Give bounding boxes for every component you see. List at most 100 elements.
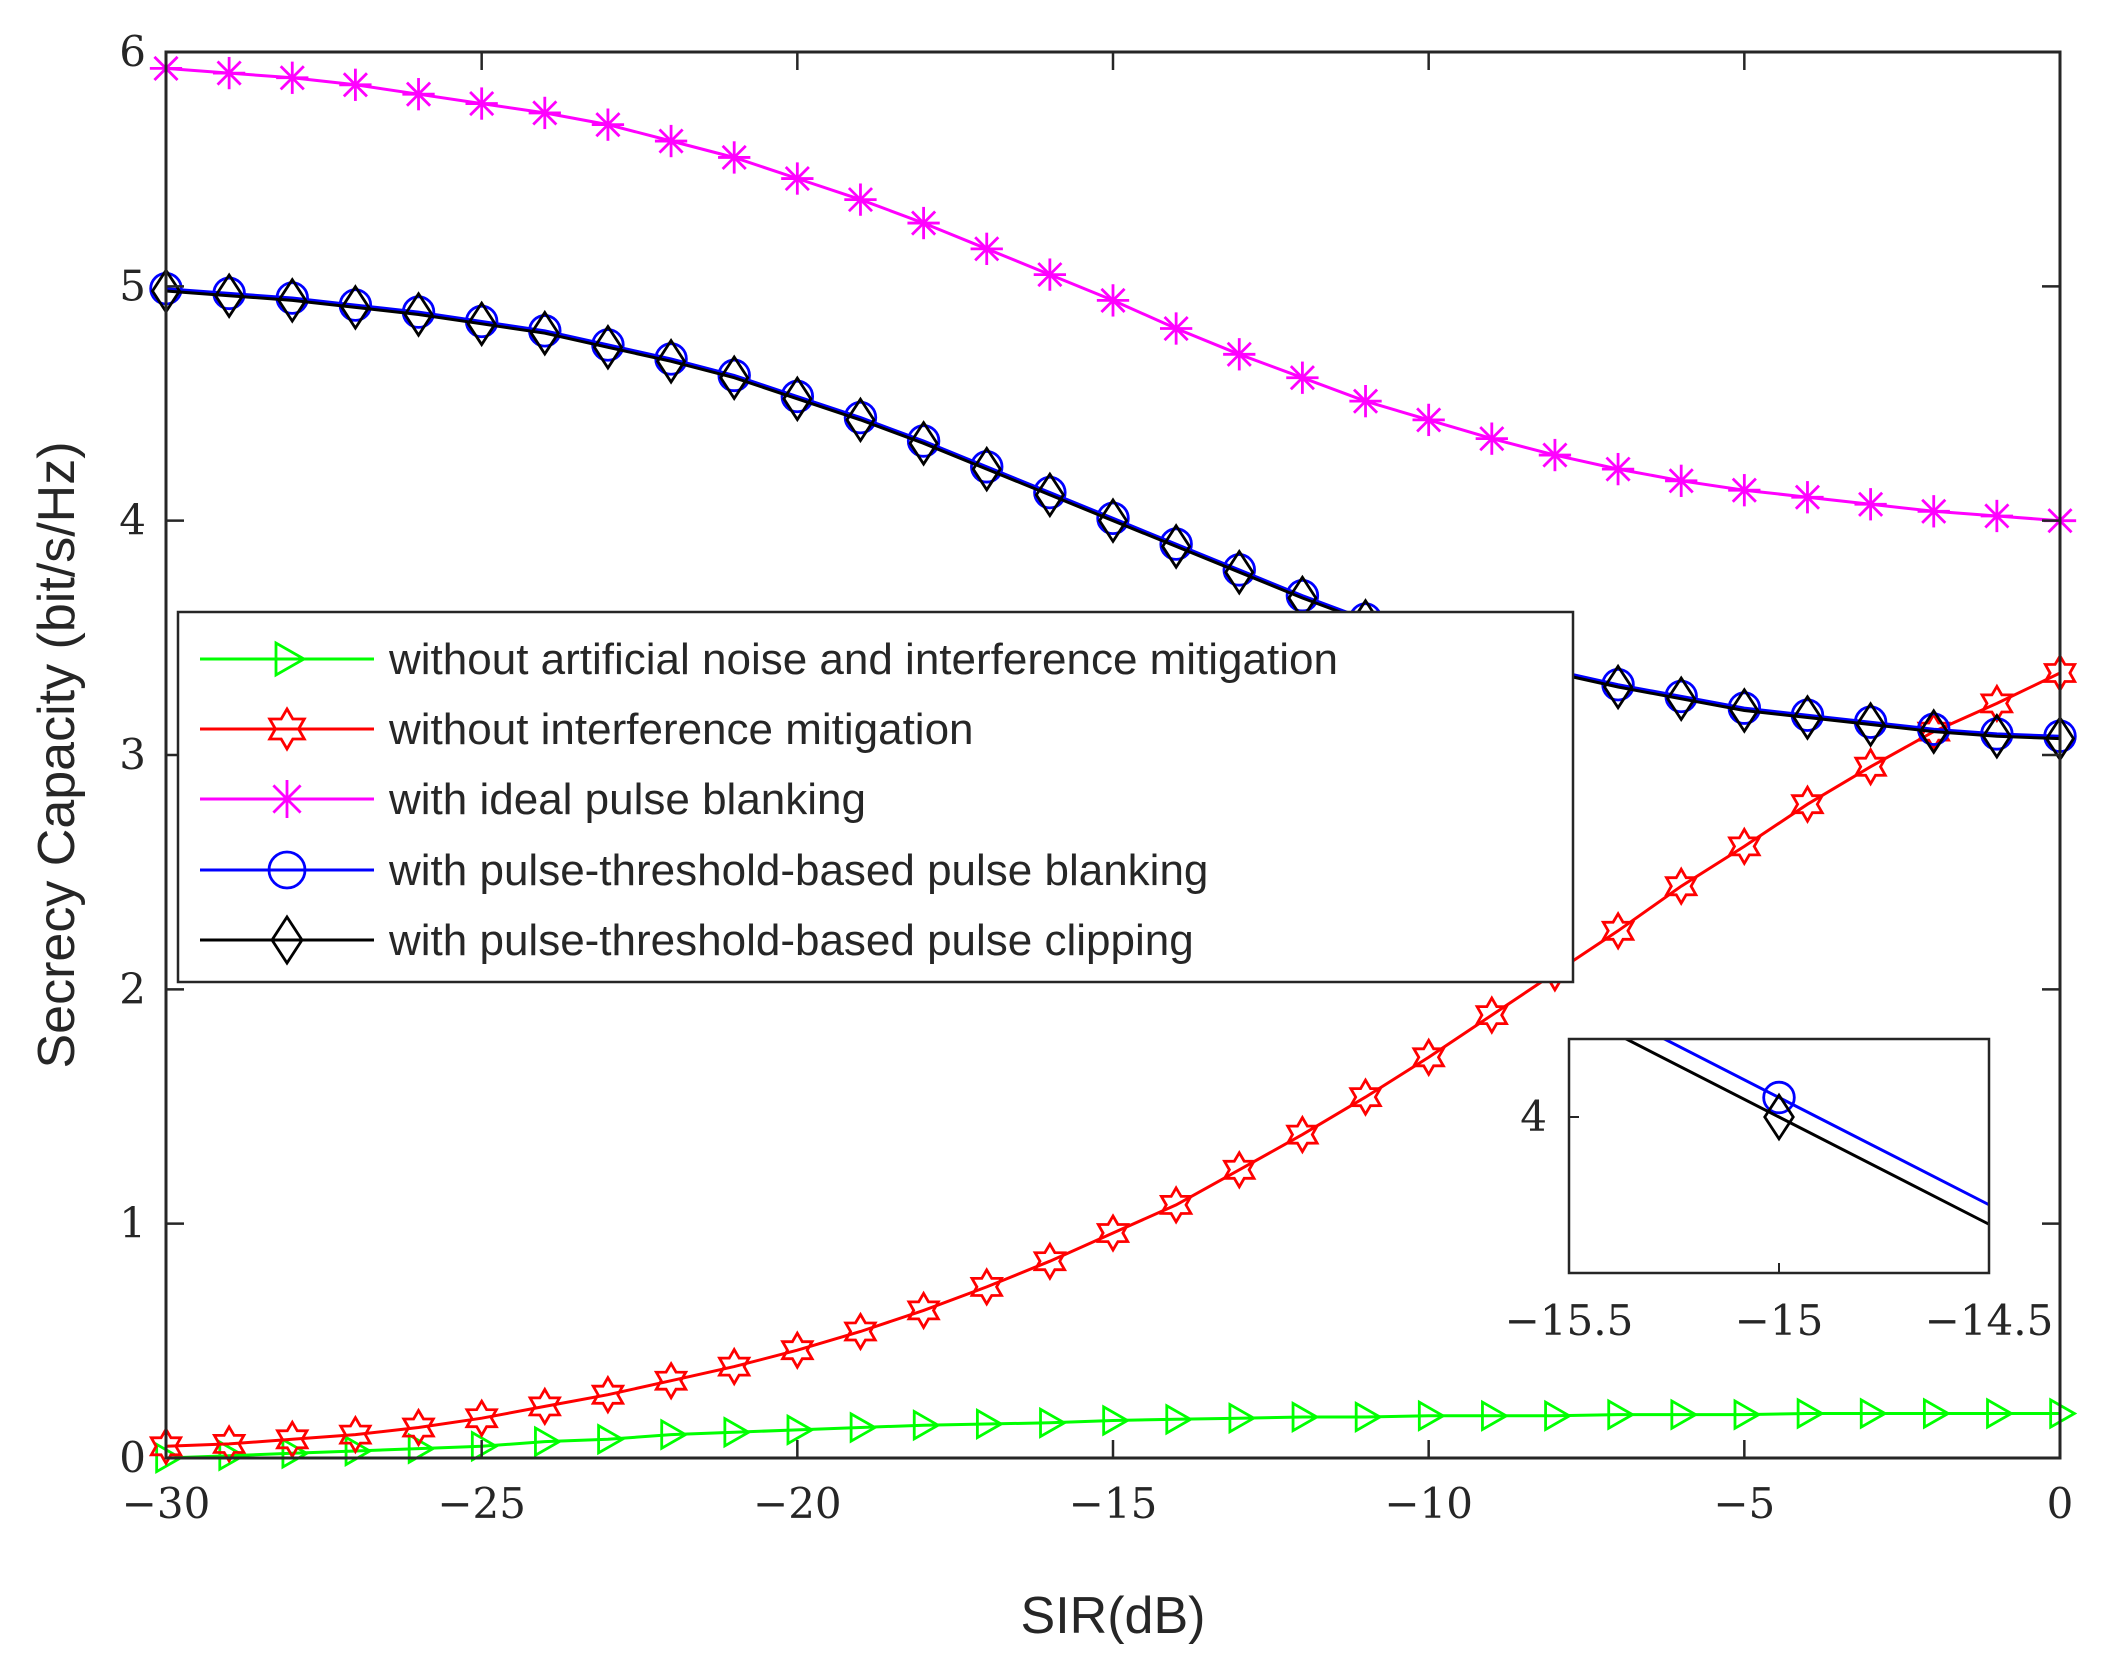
x-tick-label: −20 (753, 1479, 842, 1528)
data-point-with-ideal-pulse-blanking (718, 141, 751, 174)
inset-series-with-pulse-threshold-based-pulse-clipping (1622, 1039, 1989, 1226)
inset-point-with-pulse-threshold-based-pulse-clipping (1763, 1092, 1795, 1142)
data-point-with-pulse-threshold-based-pulse-blanking (1033, 475, 1067, 510)
data-point-without-artificial-noise-and-interference-mitigation (1796, 1397, 1825, 1430)
y-axis-label: Secrecy Capacity (bit/s/Hz) (28, 441, 86, 1068)
data-point-without-interference-mitigation (527, 1386, 562, 1427)
legend: without artificial noise and interferenc… (176, 610, 1575, 984)
data-point-with-ideal-pulse-blanking (591, 108, 625, 141)
data-point-without-artificial-noise-and-interference-mitigation (2049, 1397, 2078, 1430)
data-point-with-ideal-pulse-blanking (1791, 481, 1824, 514)
data-point-with-ideal-pulse-blanking (844, 183, 877, 216)
data-point-with-pulse-threshold-based-pulse-clipping (1602, 663, 1634, 711)
data-point-with-ideal-pulse-blanking (339, 68, 372, 101)
data-point-with-pulse-threshold-based-pulse-clipping (1666, 675, 1697, 723)
legend-label: with ideal pulse blanking (388, 775, 866, 824)
legend-label: without artificial noise and interferenc… (388, 635, 1338, 684)
data-point-with-ideal-pulse-blanking (465, 87, 498, 120)
data-point-with-ideal-pulse-blanking (1980, 499, 2014, 533)
legend-box (176, 610, 1575, 984)
data-point-with-pulse-threshold-based-pulse-clipping (592, 323, 624, 371)
legend-item-without-interference-mitigation: without interference mitigation (200, 705, 974, 754)
data-point-with-ideal-pulse-blanking (1854, 488, 1887, 521)
data-point-with-ideal-pulse-blanking (1728, 474, 1761, 507)
data-point-with-ideal-pulse-blanking (970, 232, 1003, 265)
data-point-without-interference-mitigation (1474, 995, 1509, 1035)
data-point-without-interference-mitigation (1664, 866, 1699, 906)
data-point-with-pulse-threshold-based-pulse-clipping (1855, 701, 1886, 748)
inset-axis-ticks: −15.5 −15 −14.5 4 (1505, 1092, 2054, 1345)
data-point-without-artificial-noise-and-interference-mitigation (470, 1430, 499, 1463)
data-point-without-interference-mitigation (1727, 826, 1762, 867)
data-point-with-pulse-threshold-based-pulse-clipping (1034, 471, 1066, 519)
data-point-without-artificial-noise-and-interference-mitigation (1417, 1399, 1446, 1432)
data-point-with-pulse-threshold-based-pulse-clipping (782, 375, 813, 423)
data-point-with-ideal-pulse-blanking (276, 61, 309, 94)
data-point-without-artificial-noise-and-interference-mitigation (723, 1416, 752, 1449)
data-point-with-pulse-threshold-based-pulse-clipping (1792, 694, 1823, 741)
data-point-with-pulse-threshold-based-pulse-blanking (1096, 501, 1130, 536)
main-axis-ticks: −30 −25 −20 −15 −10 −5 0 0 1 2 3 4 5 6 (119, 27, 2073, 1528)
data-point-with-pulse-threshold-based-pulse-clipping (466, 300, 497, 348)
data-point-with-pulse-threshold-based-pulse-blanking (1222, 553, 1256, 587)
legend-marker-diamond (270, 914, 304, 966)
data-point-without-interference-mitigation (969, 1267, 1004, 1307)
data-point-without-artificial-noise-and-interference-mitigation (1354, 1400, 1383, 1434)
data-point-with-pulse-threshold-based-pulse-blanking (717, 358, 751, 393)
data-point-with-pulse-threshold-based-pulse-clipping (403, 291, 434, 338)
data-point-with-ideal-pulse-blanking (1096, 284, 1130, 317)
data-point-without-artificial-noise-and-interference-mitigation (912, 1409, 941, 1442)
x-axis-label: SIR(dB) (1021, 1587, 1206, 1645)
data-point-with-ideal-pulse-blanking (1033, 258, 1067, 291)
y-tick-label: 5 (119, 261, 146, 310)
data-point-without-interference-mitigation (275, 1419, 310, 1460)
data-point-with-pulse-threshold-based-pulse-blanking (780, 379, 815, 414)
data-point-without-artificial-noise-and-interference-mitigation (660, 1418, 689, 1451)
data-point-with-pulse-threshold-based-pulse-clipping (719, 354, 750, 401)
data-point-with-ideal-pulse-blanking (1917, 495, 1950, 528)
data-point-with-ideal-pulse-blanking (1223, 338, 1256, 371)
data-point-without-interference-mitigation (1790, 784, 1825, 824)
data-point-with-pulse-threshold-based-pulse-clipping (908, 420, 939, 467)
inset-background (1569, 1039, 1989, 1273)
data-point-with-pulse-threshold-based-pulse-clipping (340, 284, 371, 331)
data-point-with-pulse-threshold-based-pulse-blanking (843, 400, 878, 435)
data-point-with-pulse-threshold-based-pulse-clipping (655, 338, 687, 385)
legend-item-with-ideal-pulse-blanking: with ideal pulse blanking (200, 775, 866, 824)
data-point-without-interference-mitigation (338, 1414, 373, 1455)
data-point-with-pulse-threshold-based-pulse-clipping (277, 277, 308, 324)
data-point-without-interference-mitigation (1158, 1185, 1194, 1225)
data-point-with-pulse-threshold-based-pulse-blanking (970, 450, 1004, 484)
data-point-without-interference-mitigation (1411, 1037, 1446, 1078)
legend-item-with-pulse-threshold-based-pulse-blanking: with pulse-threshold-based pulse blankin… (200, 846, 1208, 895)
x-tick-label: −30 (122, 1479, 211, 1528)
data-point-without-interference-mitigation (717, 1346, 752, 1387)
data-point-with-pulse-threshold-based-pulse-clipping (845, 396, 876, 444)
inset-plot: −15.5 −15 −14.5 4 (1505, 1037, 2054, 1345)
x-tick-label: −10 (1384, 1479, 1473, 1528)
y-tick-label: 2 (119, 964, 146, 1013)
data-point-without-artificial-noise-and-interference-mitigation (281, 1437, 310, 1470)
data-point-with-ideal-pulse-blanking (528, 96, 561, 130)
data-point-without-artificial-noise-and-interference-mitigation (1165, 1403, 1194, 1436)
legend-marker-hexagram (267, 706, 307, 752)
data-point-without-artificial-noise-and-interference-mitigation (1228, 1402, 1257, 1435)
data-point-with-ideal-pulse-blanking (1159, 312, 1193, 345)
data-point-with-ideal-pulse-blanking (1538, 438, 1572, 472)
data-point-with-ideal-pulse-blanking (1665, 464, 1698, 497)
data-point-without-interference-mitigation (464, 1398, 499, 1438)
data-point-without-artificial-noise-and-interference-mitigation (1481, 1399, 1510, 1432)
data-point-with-pulse-threshold-based-pulse-blanking (1159, 527, 1193, 561)
x-tick-label: −5 (1713, 1479, 1775, 1528)
y-tick-label: 1 (119, 1199, 146, 1248)
series-without-interference-mitigation (148, 653, 2078, 1467)
data-point-with-pulse-threshold-based-pulse-clipping (971, 445, 1002, 493)
data-point-without-interference-mitigation (1348, 1077, 1383, 1117)
legend-item-without-artificial-noise-and-interference-mitigation: without artificial noise and interferenc… (200, 635, 1338, 684)
data-point-with-pulse-threshold-based-pulse-clipping (213, 272, 245, 319)
data-point-with-ideal-pulse-blanking (1412, 403, 1445, 437)
data-point-with-ideal-pulse-blanking (781, 162, 814, 195)
data-point-with-pulse-threshold-based-pulse-clipping (1224, 548, 1255, 596)
inset-x-tick-label: −14.5 (1925, 1296, 2054, 1345)
